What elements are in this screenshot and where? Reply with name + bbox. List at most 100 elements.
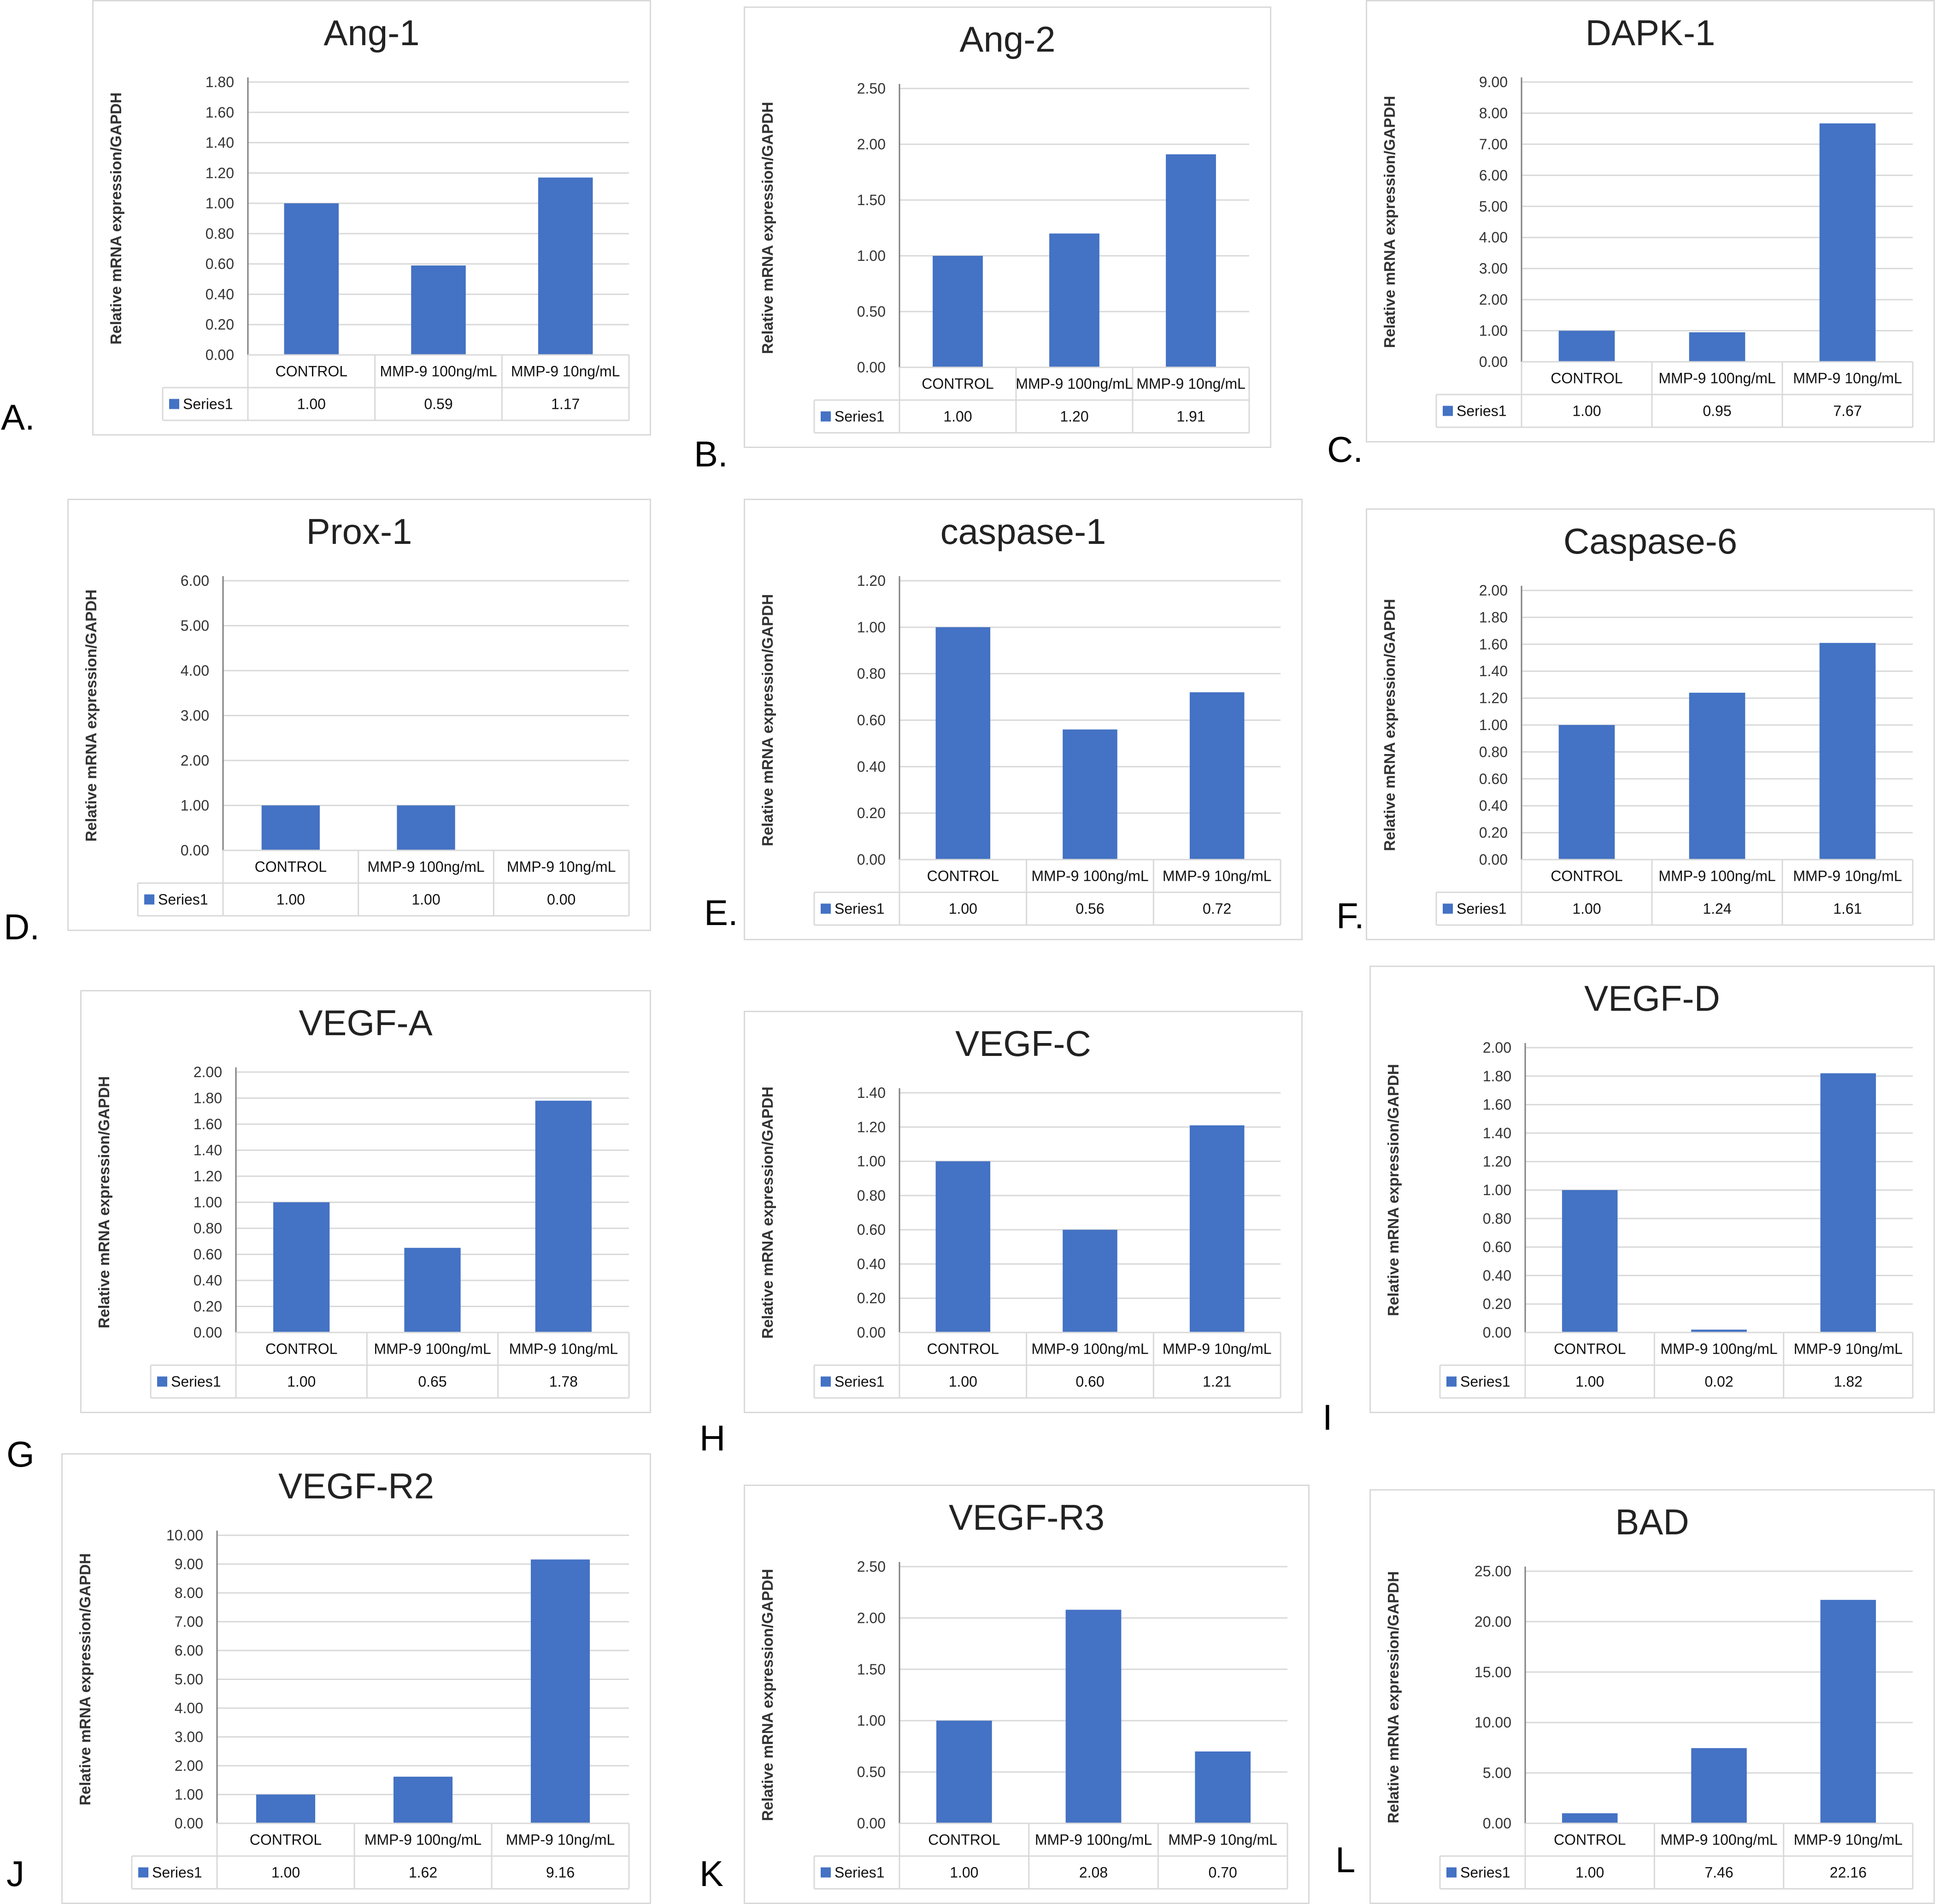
y-tick-label: 0.00 [857, 851, 886, 868]
y-tick-label: 6.00 [1479, 167, 1508, 183]
category-label: MMP-9 100ng/mL [380, 363, 497, 380]
y-tick-label: 2.00 [1479, 582, 1508, 599]
bar-1 [935, 1161, 991, 1332]
y-tick-label: 0.40 [194, 1272, 222, 1289]
data-value-label: 1.00 [943, 408, 972, 425]
y-tick-label: 1.00 [206, 195, 234, 212]
y-tick-label: 2.00 [1483, 1039, 1511, 1056]
chart-title: Prox-1 [306, 511, 412, 552]
category-label: CONTROL [1551, 868, 1622, 884]
y-tick-label: 0.80 [206, 225, 234, 242]
panel-letter-g: G [6, 1434, 35, 1474]
data-value-label: 1.00 [276, 891, 305, 908]
y-tick-label: 0.00 [175, 1815, 203, 1832]
y-tick-label: 0.60 [1479, 771, 1508, 787]
bar-3 [538, 177, 593, 355]
legend-series-name: Series1 [152, 1864, 202, 1881]
data-value-label: 1.24 [1703, 901, 1731, 917]
category-label: CONTROL [928, 1832, 1000, 1848]
chart-panel-vegf-r3: VEGF-R3 Relative mRNA expression/GAPDH 0.0… [744, 1485, 1310, 1904]
data-value-label: 1.21 [1203, 1373, 1231, 1390]
y-tick-label: 4.00 [1479, 229, 1508, 246]
panel-letter-k: K [699, 1853, 724, 1894]
panel-letter-h: H [699, 1418, 726, 1458]
y-tick-label: 1.00 [857, 1153, 886, 1170]
data-value-label: 1.00 [1575, 1373, 1604, 1390]
chart-title: caspase-1 [940, 511, 1106, 552]
panel-letter-j: J [6, 1853, 24, 1894]
data-value-label: 9.16 [546, 1864, 575, 1881]
bar-1 [933, 256, 983, 367]
category-label: CONTROL [1551, 370, 1622, 387]
chart-title: BAD [1615, 1502, 1689, 1542]
y-tick-label: 1.20 [1483, 1153, 1511, 1170]
data-value-label: 1.00 [287, 1373, 316, 1390]
y-tick-label: 0.60 [857, 712, 886, 729]
y-tick-label: 6.00 [175, 1642, 203, 1659]
bar-1 [1558, 725, 1615, 860]
bar-1 [936, 1721, 992, 1823]
bar-2 [1063, 729, 1117, 860]
category-label: CONTROL [922, 376, 993, 392]
bar-3 [1195, 1751, 1251, 1823]
legend-key [144, 894, 154, 905]
category-label: MMP-9 10ng/mL [1163, 868, 1272, 884]
legend-key [157, 1376, 167, 1387]
data-value-label: 0.70 [1209, 1864, 1237, 1881]
legend-key [1446, 1867, 1457, 1878]
chart-title: VEGF-D [1584, 978, 1720, 1019]
bar-1 [1558, 330, 1615, 362]
data-value-label: 1.00 [1575, 1864, 1604, 1881]
y-tick-label: 20.00 [1475, 1613, 1511, 1630]
bar-2 [404, 1248, 461, 1332]
y-tick-label: 1.40 [194, 1142, 222, 1159]
y-tick-label: 1.50 [857, 192, 886, 208]
y-tick-label: 1.60 [1483, 1096, 1511, 1113]
y-tick-label: 0.00 [1483, 1815, 1511, 1832]
legend-series-name: Series1 [834, 1864, 885, 1881]
y-tick-label: 0.40 [857, 758, 886, 775]
y-tick-label: 1.20 [857, 1119, 886, 1135]
bar-2 [1063, 1230, 1117, 1332]
chart-title: Caspase-6 [1563, 521, 1737, 561]
y-tick-label: 1.80 [206, 74, 234, 90]
y-axis-label: Relative mRNA expression/GAPDH [107, 92, 124, 344]
category-label: MMP-9 10ng/mL [506, 1832, 615, 1848]
chart-svg: DAPK-1 Relative mRNA expression/GAPDH 0.00… [1381, 12, 1914, 428]
bar-2 [393, 1776, 453, 1823]
y-tick-label: 0.60 [194, 1246, 222, 1263]
data-value-label: 1.91 [1176, 408, 1205, 425]
y-tick-label: 1.00 [857, 619, 886, 636]
y-tick-label: 0.00 [1479, 354, 1508, 370]
y-tick-label: 1.00 [175, 1786, 203, 1803]
chart-title: Ang-1 [323, 12, 419, 53]
panel-letter-c: C. [1327, 429, 1363, 470]
y-tick-label: 2.00 [194, 1064, 222, 1080]
chart-panel-vegf-c: VEGF-C Relative mRNA expression/GAPDH 0.00… [744, 1011, 1303, 1413]
y-tick-label: 10.00 [166, 1527, 203, 1544]
bar-1 [1562, 1190, 1618, 1332]
y-axis-label: Relative mRNA expression/GAPDH [1381, 96, 1398, 348]
y-tick-label: 2.00 [857, 136, 886, 153]
y-tick-label: 0.40 [1483, 1267, 1511, 1284]
legend-series-name: Series1 [171, 1373, 221, 1390]
data-value-label: 22.16 [1830, 1864, 1867, 1881]
y-tick-label: 0.00 [206, 347, 234, 363]
y-tick-label: 1.00 [1479, 717, 1508, 733]
y-tick-label: 5.00 [175, 1671, 203, 1688]
chart-panel-vegf-a: VEGF-A Relative mRNA expression/GAPDH 0.00… [80, 990, 651, 1413]
bar-2 [1049, 233, 1099, 367]
bar-2 [1689, 692, 1745, 860]
y-tick-label: 0.60 [1483, 1239, 1511, 1256]
y-tick-label: 1.20 [206, 165, 234, 181]
panel-letter-b: B. [694, 434, 728, 474]
category-label: MMP-9 100ng/mL [1035, 1832, 1152, 1848]
legend-key [138, 1867, 148, 1878]
data-value-label: 1.00 [949, 901, 977, 917]
y-tick-label: 0.50 [857, 1764, 886, 1780]
chart-title: VEGF-R3 [949, 1497, 1105, 1538]
legend-key [1446, 1376, 1457, 1387]
y-tick-label: 0.20 [206, 316, 234, 333]
chart-panel-prox-1: Prox-1 Relative mRNA expression/GAPDH 0.00… [67, 499, 651, 931]
y-tick-label: 5.00 [181, 618, 209, 634]
